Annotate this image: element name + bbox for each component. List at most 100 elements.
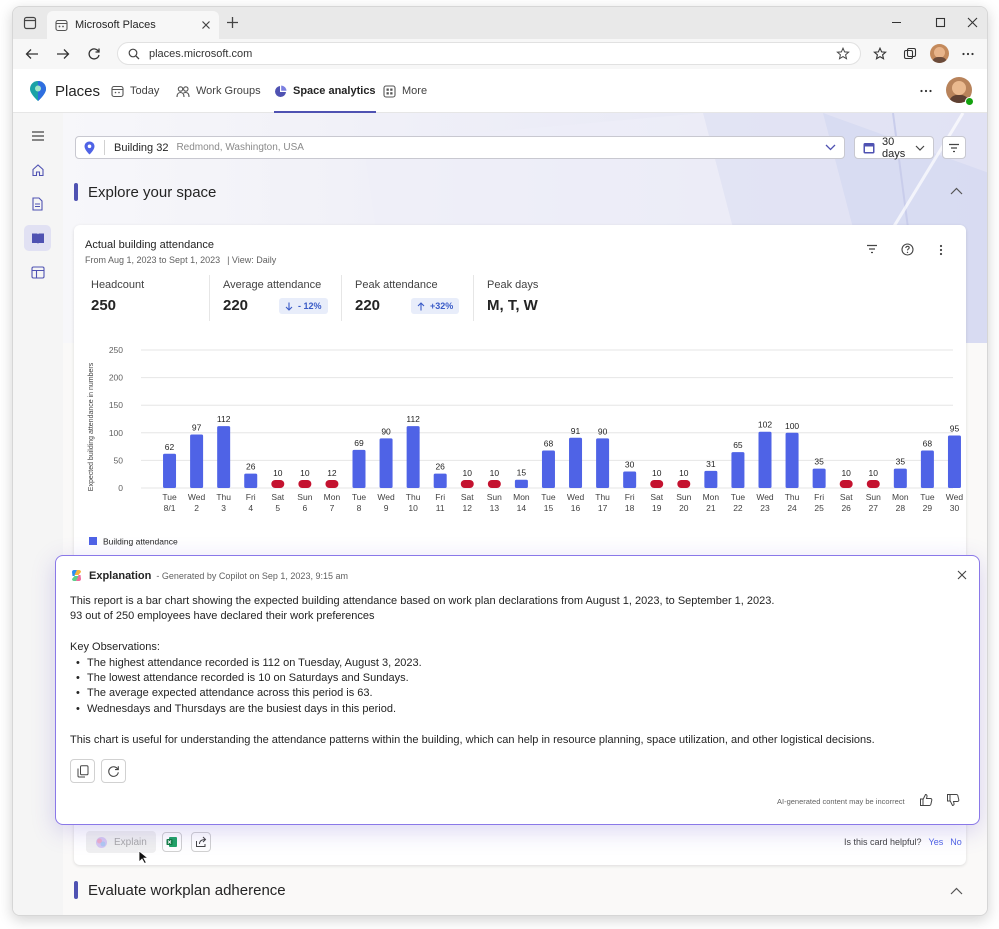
- app-header: Places Today Work Groups Space analytics…: [13, 69, 987, 113]
- x-tick-label: Mon: [703, 492, 720, 502]
- data-label: 91: [571, 426, 581, 436]
- close-window-icon[interactable]: [967, 17, 978, 28]
- helpful-no-link[interactable]: No: [950, 837, 962, 847]
- building-name: Building 32: [114, 141, 169, 154]
- data-label: 62: [165, 442, 175, 452]
- calendar-icon: [111, 85, 124, 98]
- x-tick-label: Wed: [567, 492, 585, 502]
- x-tick-label: 19: [652, 503, 662, 513]
- thumbs-down-icon[interactable]: [946, 793, 960, 807]
- refresh-icon[interactable]: [87, 47, 101, 61]
- minimize-icon[interactable]: [891, 17, 902, 28]
- user-avatar[interactable]: [946, 77, 972, 103]
- address-field[interactable]: places.microsoft.com: [117, 42, 861, 65]
- x-tick-label: Fri: [625, 492, 635, 502]
- mouse-cursor-icon: [138, 850, 150, 864]
- maximize-icon[interactable]: [935, 17, 946, 28]
- favorites-icon[interactable]: [873, 47, 887, 61]
- observations-list: The highest attendance recorded is 112 o…: [70, 656, 950, 718]
- stat-value: M, T, W: [487, 297, 538, 314]
- data-label: 26: [246, 462, 256, 472]
- nav-today[interactable]: Today: [111, 69, 159, 113]
- building-selector[interactable]: Building 32 Redmond, Washington, USA: [75, 136, 845, 159]
- section-title: Explore your space: [88, 183, 217, 201]
- data-label: 10: [300, 468, 310, 478]
- x-tick-label: Sun: [487, 492, 502, 502]
- forward-icon[interactable]: [56, 47, 70, 61]
- collapse-icon[interactable]: [950, 887, 963, 895]
- explain-button[interactable]: Explain: [86, 831, 156, 853]
- document-icon[interactable]: [24, 191, 51, 217]
- date-range-text: From Aug 1, 2023 to Sept 1, 2023: [85, 255, 221, 265]
- data-label: 69: [354, 438, 364, 448]
- nav-more[interactable]: More: [383, 69, 427, 113]
- x-tick-label: 7: [330, 503, 335, 513]
- x-tick-label: 28: [896, 503, 906, 513]
- x-tick-label: Fri: [814, 492, 824, 502]
- profile-avatar[interactable]: [930, 44, 949, 63]
- x-tick-label: Mon: [513, 492, 530, 502]
- date-range-label: 30 days: [882, 135, 906, 160]
- observation-item: Wednesdays and Thursdays are the busiest…: [70, 702, 950, 717]
- export-excel-button[interactable]: [162, 832, 182, 852]
- data-label: 90: [598, 426, 608, 436]
- copy-button[interactable]: [70, 759, 95, 783]
- x-tick-label: Tue: [731, 492, 746, 502]
- x-tick-label: 9: [384, 503, 389, 513]
- observation-item: The highest attendance recorded is 112 o…: [70, 656, 950, 671]
- help-icon[interactable]: [901, 243, 914, 256]
- close-tab-icon[interactable]: [201, 20, 211, 30]
- x-tick-label: Sat: [650, 492, 663, 502]
- chevron-down-icon: [915, 145, 925, 151]
- bar: [866, 480, 880, 488]
- bar: [460, 480, 474, 488]
- book-icon[interactable]: [24, 225, 51, 251]
- nav-space-analytics[interactable]: Space analytics: [274, 69, 376, 113]
- more-options-icon[interactable]: [961, 47, 975, 61]
- filter-icon[interactable]: [866, 244, 878, 254]
- places-favicon-icon: [55, 19, 68, 32]
- collapse-icon[interactable]: [950, 187, 963, 195]
- card-footer: Explain Is this card helpful? Yes No: [74, 821, 966, 865]
- back-icon[interactable]: [25, 47, 39, 61]
- stat-label: Average attendance: [223, 279, 322, 291]
- filter-button[interactable]: [942, 136, 966, 159]
- tab-actions-icon[interactable]: [23, 16, 37, 30]
- x-tick-label: 29: [923, 503, 933, 513]
- app-brand[interactable]: Places: [29, 69, 100, 113]
- close-icon[interactable]: [957, 570, 967, 580]
- nav-label: Work Groups: [196, 85, 261, 97]
- x-tick-label: 11: [436, 503, 445, 513]
- x-tick-label: Sun: [676, 492, 691, 502]
- x-tick-label: 21: [706, 503, 716, 513]
- y-tick-label: 50: [114, 455, 124, 465]
- bar: [541, 450, 555, 488]
- x-tick-label: 6: [302, 503, 307, 513]
- layout-icon[interactable]: [24, 259, 51, 285]
- x-tick-label: 5: [275, 503, 280, 513]
- app-more-icon[interactable]: [919, 85, 933, 97]
- share-button[interactable]: [191, 832, 211, 852]
- collections-icon[interactable]: [903, 47, 917, 61]
- helpful-yes-link[interactable]: Yes: [928, 837, 944, 847]
- date-range-selector[interactable]: 30 days: [854, 135, 934, 160]
- x-tick-label: Wed: [377, 492, 395, 502]
- x-tick-label: Fri: [246, 492, 256, 502]
- add-favorite-icon[interactable]: [836, 46, 850, 61]
- browser-tab[interactable]: Microsoft Places: [47, 11, 219, 39]
- new-tab-icon[interactable]: [226, 16, 239, 29]
- x-tick-label: Sat: [271, 492, 284, 502]
- card-more-icon[interactable]: [939, 244, 943, 256]
- thumbs-up-icon[interactable]: [919, 793, 933, 807]
- home-icon[interactable]: [24, 157, 51, 183]
- data-label: 97: [192, 422, 202, 432]
- legend-label: Building attendance: [103, 537, 178, 547]
- x-tick-label: Sat: [461, 492, 474, 502]
- x-tick-label: 23: [760, 503, 770, 513]
- y-tick-label: 150: [109, 400, 123, 410]
- stat-peak-days: Peak days M, T, W: [487, 279, 538, 327]
- x-tick-label: Wed: [756, 492, 774, 502]
- menu-icon[interactable]: [24, 123, 51, 149]
- nav-work-groups[interactable]: Work Groups: [176, 69, 261, 113]
- regenerate-button[interactable]: [101, 759, 126, 783]
